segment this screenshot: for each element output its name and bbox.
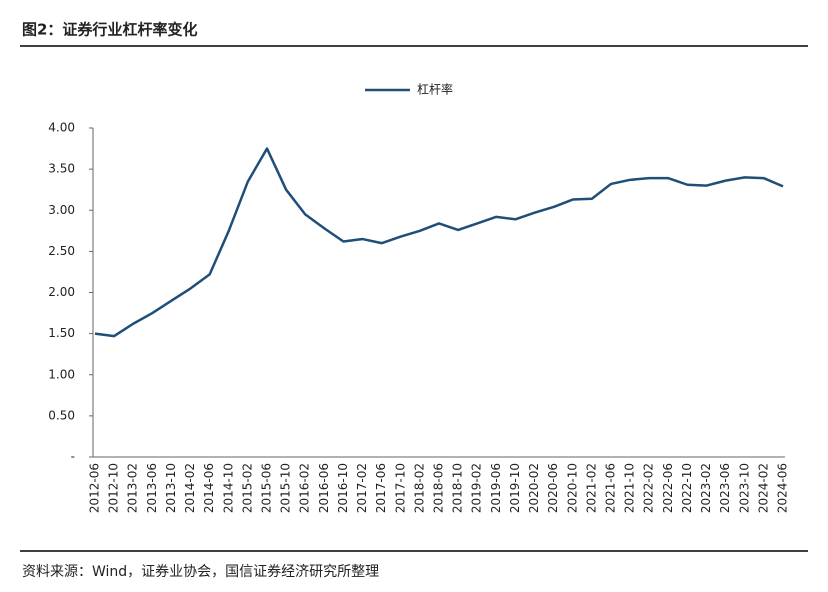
x-tick-label: 2018-02 xyxy=(412,463,426,513)
x-tick-label: 2015-02 xyxy=(240,463,254,513)
x-tick-label: 2017-06 xyxy=(374,463,388,513)
x-tick-label: 2018-10 xyxy=(451,463,465,513)
x-tick-label: 2013-06 xyxy=(145,463,159,513)
x-tick-label: 2014-10 xyxy=(221,463,235,513)
x-tick-label: 2017-10 xyxy=(393,463,407,513)
x-tick-label: 2012-06 xyxy=(88,463,102,513)
y-tick-label: 3.00 xyxy=(48,203,75,217)
x-tick-label: 2019-10 xyxy=(508,463,522,513)
source-note: 资料来源：Wind，证券业协会，国信证券经济研究所整理 xyxy=(22,564,379,580)
x-tick-label: 2021-06 xyxy=(604,463,618,513)
y-tick-label: 1.50 xyxy=(48,326,75,340)
x-tick-label: 2016-06 xyxy=(317,463,331,513)
x-tick-label: 2021-10 xyxy=(623,463,637,513)
x-tick-label: 2012-10 xyxy=(107,463,121,513)
y-tick-label: 2.00 xyxy=(48,285,75,299)
x-tick-label: 2014-06 xyxy=(202,463,216,513)
y-tick-label: 3.50 xyxy=(48,162,75,176)
x-tick-label: 2023-10 xyxy=(737,463,751,513)
y-tick-label: 2.50 xyxy=(48,244,75,258)
x-tick-label: 2013-02 xyxy=(126,463,140,513)
x-tick-label: 2015-06 xyxy=(260,463,274,513)
legend-label: 杠杆率 xyxy=(417,82,453,97)
x-tick-label: 2018-06 xyxy=(432,463,446,513)
x-tick-label: 2023-02 xyxy=(699,463,713,513)
x-tick-label: 2020-10 xyxy=(565,463,579,513)
x-tick-label: 2024-02 xyxy=(756,463,770,513)
x-tick-label: 2013-10 xyxy=(164,463,178,513)
x-tick-label: 2024-06 xyxy=(776,463,790,513)
x-tick-label: 2015-10 xyxy=(279,463,293,513)
x-tick-label: 2019-02 xyxy=(470,463,484,513)
x-tick-label: 2020-06 xyxy=(546,463,560,513)
x-tick-label: 2020-02 xyxy=(527,463,541,513)
y-tick-label: 0.50 xyxy=(48,408,75,422)
x-tick-label: 2022-06 xyxy=(661,463,675,513)
x-tick-label: 2014-02 xyxy=(183,463,197,513)
x-tick-label: 2017-02 xyxy=(355,463,369,513)
x-tick-label: 2023-06 xyxy=(718,463,732,513)
x-tick-label: 2016-10 xyxy=(336,463,350,513)
x-tick-label: 2022-02 xyxy=(642,463,656,513)
x-tick-label: 2021-02 xyxy=(584,463,598,513)
x-tick-label: 2019-06 xyxy=(489,463,503,513)
x-tick-label: 2016-02 xyxy=(298,463,312,513)
y-tick-label: 1.00 xyxy=(48,367,75,381)
y-tick-label: - xyxy=(71,450,75,464)
y-tick-label: 4.00 xyxy=(48,121,75,135)
chart-title: 图2：证券行业杠杆率变化 xyxy=(22,21,197,39)
data-line xyxy=(94,147,784,338)
x-tick-label: 2022-10 xyxy=(680,463,694,513)
